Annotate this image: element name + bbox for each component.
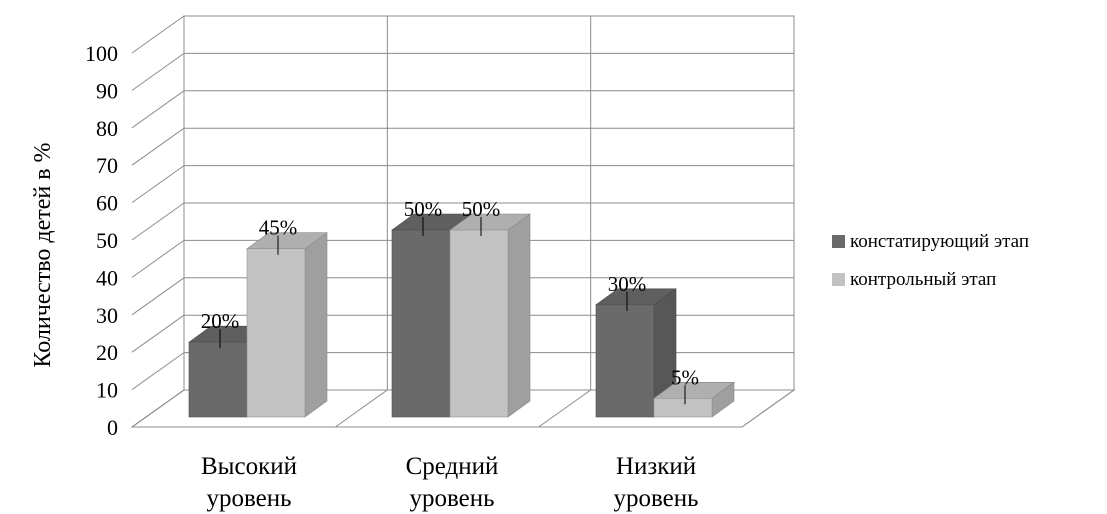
bar-front <box>653 397 713 418</box>
gridline-side <box>131 277 185 316</box>
category-labels: Высокий уровень Средний уровень Низкий уровен… <box>201 453 699 512</box>
bar-front <box>188 341 248 418</box>
y-tick-label: 40 <box>96 265 118 290</box>
bar-front <box>246 248 306 418</box>
legend-swatch <box>832 235 845 248</box>
y-tick-label: 90 <box>96 78 118 103</box>
y-tick-label: 80 <box>96 116 118 141</box>
bar-side <box>304 232 328 418</box>
floor-divider <box>131 389 185 428</box>
floor-divider <box>538 389 591 428</box>
y-tick-labels: 0 10 20 30 40 50 60 70 80 90 100 <box>85 41 118 440</box>
category-label-line: Средний <box>406 453 499 480</box>
category-label-line: уровень <box>409 485 494 512</box>
category-label: Низкий уровень <box>613 453 698 512</box>
y-tick-label: 0 <box>107 415 118 440</box>
category-label-line: уровень <box>206 485 291 512</box>
gridline-side <box>131 314 185 353</box>
gridline-side <box>131 90 185 129</box>
data-label: 50% <box>404 197 443 221</box>
y-tick-label: 60 <box>96 191 118 216</box>
floor-divider <box>741 389 795 428</box>
category-label-line: уровень <box>613 485 698 512</box>
gridline-side <box>131 127 185 166</box>
gridline-side <box>131 165 185 204</box>
category-label: Высокий уровень <box>201 453 297 512</box>
bars: 20% 45% 50% 50% 30% 5% <box>188 197 735 418</box>
data-label: 45% <box>259 216 298 240</box>
bar-front <box>595 304 655 418</box>
category-label: Средний уровень <box>406 453 499 512</box>
y-tick-label: 30 <box>96 303 118 328</box>
data-label: 20% <box>201 309 240 333</box>
bar-front <box>391 229 451 418</box>
gridline-side <box>131 202 185 241</box>
bar-3-series-2: 5% <box>653 365 735 418</box>
legend: констатирующий этап контрольный этап <box>832 231 1029 290</box>
data-label: 5% <box>671 365 699 389</box>
floor-divider <box>335 389 388 428</box>
gridline-side <box>131 15 185 54</box>
y-tick-label: 70 <box>96 153 118 178</box>
data-label: 30% <box>608 272 647 296</box>
bar-3-series-1: 30% <box>595 272 677 418</box>
y-tick-label: 20 <box>96 340 118 365</box>
bar-2-series-2: 50% <box>449 197 531 418</box>
legend-swatch <box>832 273 845 286</box>
gridline-side <box>131 52 185 91</box>
data-label: 50% <box>462 197 501 221</box>
gridline-side <box>131 239 185 278</box>
y-axis-label: Количество детей в % <box>30 142 56 367</box>
y-tick-label: 100 <box>85 41 118 66</box>
category-label-line: Низкий <box>616 453 696 480</box>
legend-label: констатирующий этап <box>850 231 1029 252</box>
y-tick-label: 50 <box>96 228 118 253</box>
legend-label: контрольный этап <box>850 269 996 290</box>
bar-side <box>507 213 531 418</box>
y-tick-label: 10 <box>96 378 118 403</box>
bar-1-series-2: 45% <box>246 216 328 418</box>
gridline-side <box>131 352 185 391</box>
bar-front <box>449 229 509 418</box>
category-label-line: Высокий <box>201 453 297 480</box>
